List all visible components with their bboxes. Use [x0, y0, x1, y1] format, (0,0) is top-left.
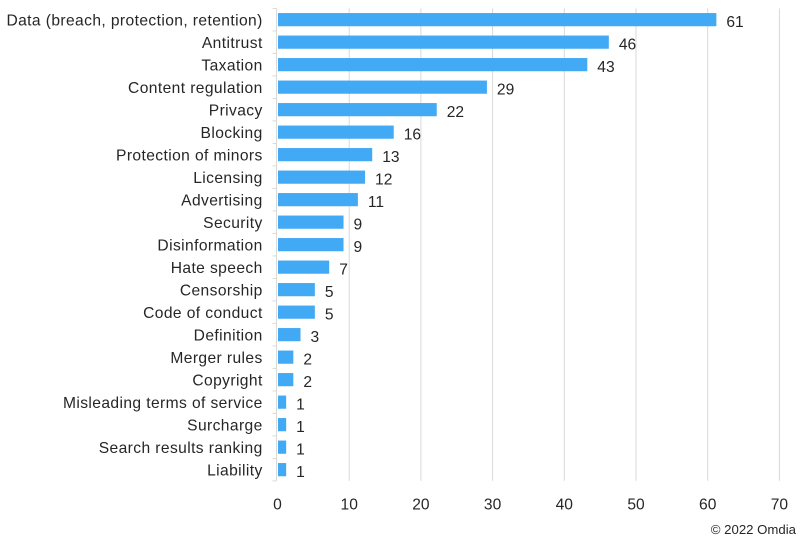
- svg-text:12: 12: [375, 171, 392, 188]
- svg-text:0: 0: [273, 497, 282, 514]
- svg-text:Privacy: Privacy: [209, 102, 263, 119]
- svg-text:Copyright: Copyright: [192, 372, 263, 389]
- svg-text:Data (breach, protection, rete: Data (breach, protection, retention): [6, 12, 262, 29]
- svg-text:Taxation: Taxation: [201, 57, 262, 74]
- svg-text:Licensing: Licensing: [193, 170, 263, 187]
- svg-text:Liability: Liability: [207, 462, 263, 479]
- svg-text:Merger rules: Merger rules: [170, 350, 262, 367]
- svg-text:40: 40: [556, 497, 574, 514]
- svg-text:2: 2: [303, 374, 312, 391]
- svg-text:1: 1: [296, 396, 305, 413]
- svg-text:5: 5: [325, 284, 334, 301]
- svg-text:Misleading terms of service: Misleading terms of service: [63, 395, 263, 412]
- svg-text:30: 30: [484, 497, 502, 514]
- svg-text:9: 9: [354, 216, 363, 233]
- svg-text:Censorship: Censorship: [180, 282, 263, 299]
- svg-text:29: 29: [497, 81, 514, 98]
- svg-text:Code of conduct: Code of conduct: [143, 305, 263, 322]
- svg-text:1: 1: [296, 441, 305, 458]
- svg-text:Disinformation: Disinformation: [157, 237, 262, 254]
- svg-text:1: 1: [296, 464, 305, 481]
- svg-text:3: 3: [311, 329, 320, 346]
- svg-text:© 2022 Omdia: © 2022 Omdia: [711, 522, 797, 537]
- svg-text:7: 7: [339, 261, 348, 278]
- svg-text:61: 61: [726, 14, 743, 31]
- svg-text:60: 60: [699, 497, 717, 514]
- svg-text:9: 9: [354, 239, 363, 256]
- svg-text:Surcharge: Surcharge: [187, 417, 263, 434]
- svg-text:10: 10: [341, 497, 359, 514]
- svg-text:16: 16: [404, 126, 421, 143]
- svg-text:20: 20: [412, 497, 430, 514]
- svg-text:43: 43: [597, 59, 614, 76]
- svg-text:Hate speech: Hate speech: [171, 260, 263, 277]
- svg-text:Protection of minors: Protection of minors: [116, 147, 263, 164]
- svg-text:2: 2: [303, 351, 312, 368]
- svg-text:70: 70: [771, 497, 789, 514]
- svg-text:11: 11: [368, 194, 384, 211]
- svg-text:Blocking: Blocking: [201, 125, 263, 142]
- svg-text:46: 46: [619, 36, 636, 53]
- svg-text:Content regulation: Content regulation: [128, 80, 263, 97]
- svg-text:Search results ranking: Search results ranking: [99, 440, 263, 457]
- svg-text:5: 5: [325, 306, 334, 323]
- svg-text:Advertising: Advertising: [181, 192, 263, 209]
- svg-text:50: 50: [627, 497, 645, 514]
- svg-text:Definition: Definition: [194, 327, 263, 344]
- svg-text:Security: Security: [203, 215, 263, 232]
- svg-text:22: 22: [447, 104, 464, 121]
- svg-text:13: 13: [382, 149, 399, 166]
- svg-text:1: 1: [296, 419, 305, 436]
- svg-text:Antitrust: Antitrust: [202, 35, 263, 52]
